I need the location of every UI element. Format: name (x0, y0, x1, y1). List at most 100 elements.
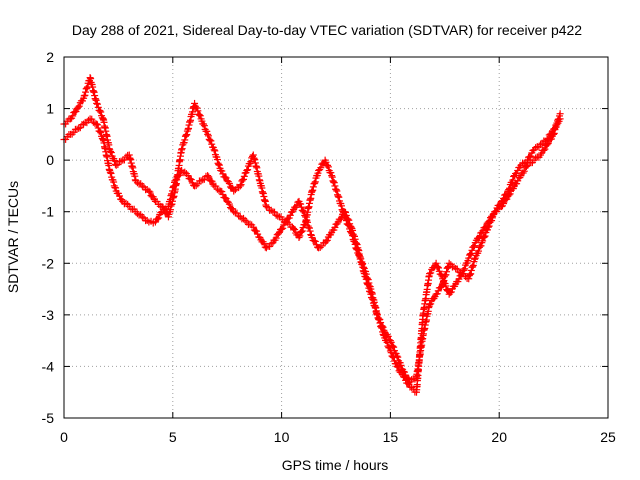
data-point (295, 234, 303, 241)
data-point-fill (97, 108, 105, 116)
data-point (93, 120, 101, 128)
data-point-fill (183, 131, 191, 139)
data-point-fill (107, 149, 115, 157)
data-point (458, 270, 466, 278)
data-point (236, 182, 244, 190)
data-point-fill (322, 237, 330, 245)
data-point (243, 166, 251, 174)
data-point-fill (476, 232, 484, 240)
data-point (204, 172, 212, 180)
data-point-fill (106, 168, 114, 176)
data-point (445, 259, 453, 267)
data-point (465, 254, 473, 262)
data-point-fill (207, 137, 215, 145)
data-point-fill (215, 161, 223, 169)
y-tick-label: -2 (42, 255, 55, 271)
data-point-fill (550, 129, 558, 137)
data-point-fill (349, 226, 357, 234)
data-point-fill (290, 224, 298, 232)
data-point-fill (133, 210, 141, 218)
data-point-fill (369, 295, 377, 303)
data-point-fill (331, 223, 339, 231)
data-point-fill (435, 264, 443, 272)
y-axis-label: SDTVAR / TECUs (5, 181, 21, 293)
data-point-fill (241, 216, 249, 224)
data-point-fill (442, 271, 450, 279)
x-axis-label: GPS time / hours (282, 457, 389, 473)
data-point-fill (500, 200, 508, 208)
data-point-fill (278, 225, 286, 233)
data-point-fill (453, 265, 461, 273)
data-point-fill (205, 173, 213, 181)
data-point-fill (337, 214, 345, 222)
data-point-fill (311, 178, 319, 186)
data-point-fill (371, 304, 379, 312)
data-point-fill (93, 121, 101, 129)
data-point-fill (364, 280, 372, 288)
data-point-fill (332, 186, 340, 194)
data-point-fill (470, 242, 478, 250)
data-point-fill (397, 361, 405, 369)
data-point-fill (97, 129, 105, 137)
data-point-fill (446, 289, 454, 297)
data-point-fill (342, 208, 350, 216)
tick-layer: 0 5 10 15 20 25 -5 -4 -3 -2 -1 0 1 2 (42, 49, 616, 445)
data-point (426, 301, 434, 309)
data-point-fill (379, 323, 387, 331)
y-tick-label: -4 (42, 358, 55, 374)
data-point-fill (378, 322, 386, 330)
data-point-fill (110, 178, 118, 186)
data-point-fill (221, 173, 229, 181)
data-point-fill (344, 215, 352, 223)
data-point-fill (468, 246, 476, 254)
data-point-fill (81, 91, 89, 99)
data-point-fill (291, 226, 299, 234)
data-point-fill (309, 183, 317, 191)
data-point (543, 141, 551, 149)
data-point-fill (212, 182, 220, 190)
data-point-fill (541, 145, 549, 153)
data-point-fill (365, 284, 373, 292)
data-point-fill (330, 179, 338, 187)
data-point-fill (298, 227, 306, 235)
data-point-fill (520, 167, 528, 175)
data-point-fill (455, 275, 463, 283)
data-point-fill (244, 166, 252, 174)
x-tick-label: 25 (600, 429, 616, 445)
data-point-fill (466, 270, 474, 278)
data-point-fill (532, 144, 540, 152)
data-point-fill (194, 180, 202, 188)
data-point-fill (75, 102, 83, 110)
data-point-fill (362, 275, 370, 283)
data-point-fill (522, 163, 530, 171)
data-point-fill (267, 240, 275, 248)
data-point-fill (211, 147, 219, 155)
data-point (556, 110, 564, 118)
data-point-fill (303, 218, 311, 226)
data-point-fill (114, 161, 122, 169)
data-point-fill (328, 173, 336, 181)
data-point-fill (195, 110, 203, 118)
data-point-fill (221, 194, 229, 202)
data-point-fill (260, 240, 268, 248)
data-point-fill (238, 177, 246, 185)
data-point-fill (316, 243, 324, 251)
chart-title: Day 288 of 2021, Sidereal Day-to-day VTE… (72, 22, 582, 38)
data-point (112, 161, 120, 169)
data-point-fill (178, 145, 186, 153)
data-point-fill (192, 182, 200, 190)
data-point (80, 120, 88, 128)
data-point-fill (555, 115, 563, 123)
data-point-fill (433, 262, 441, 270)
data-point-fill (427, 300, 435, 308)
data-point (262, 244, 270, 252)
data-point-fill (482, 223, 490, 231)
data-point-fill (271, 208, 279, 216)
data-point-fill (353, 241, 361, 249)
data-point-fill (187, 176, 195, 184)
data-point-fill (461, 265, 469, 273)
data-point-fill (440, 277, 448, 285)
data-point (262, 203, 270, 211)
data-point-fill (186, 175, 194, 183)
data-point-fill (394, 353, 402, 361)
